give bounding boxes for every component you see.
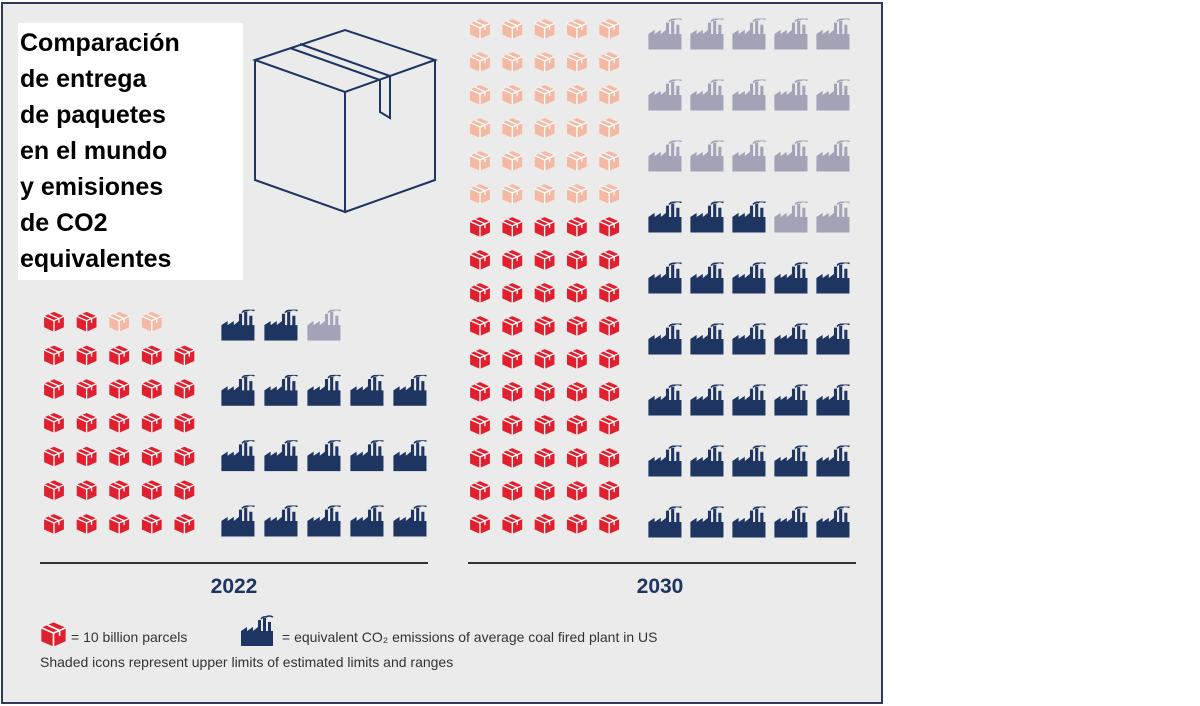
box-illustration xyxy=(251,28,439,214)
group-label: 2022 xyxy=(211,575,258,598)
legend-parcel: = 10 billion parcels xyxy=(71,629,187,645)
title-box xyxy=(18,23,243,280)
title-line: de CO2 xyxy=(20,209,108,237)
group-label: 2030 xyxy=(637,575,684,598)
title-line: de paquetes xyxy=(20,101,166,129)
title-line: en el mundo xyxy=(20,137,167,165)
legend-plant: = equivalent CO₂ emissions of average co… xyxy=(282,629,657,645)
title-line: de entrega xyxy=(20,65,148,93)
title-line: y emisiones xyxy=(20,173,163,201)
title-line: Comparación xyxy=(20,29,180,57)
title-line: equivalentes xyxy=(20,245,171,273)
legend-note: Shaded icons represent upper limits of e… xyxy=(40,654,453,670)
